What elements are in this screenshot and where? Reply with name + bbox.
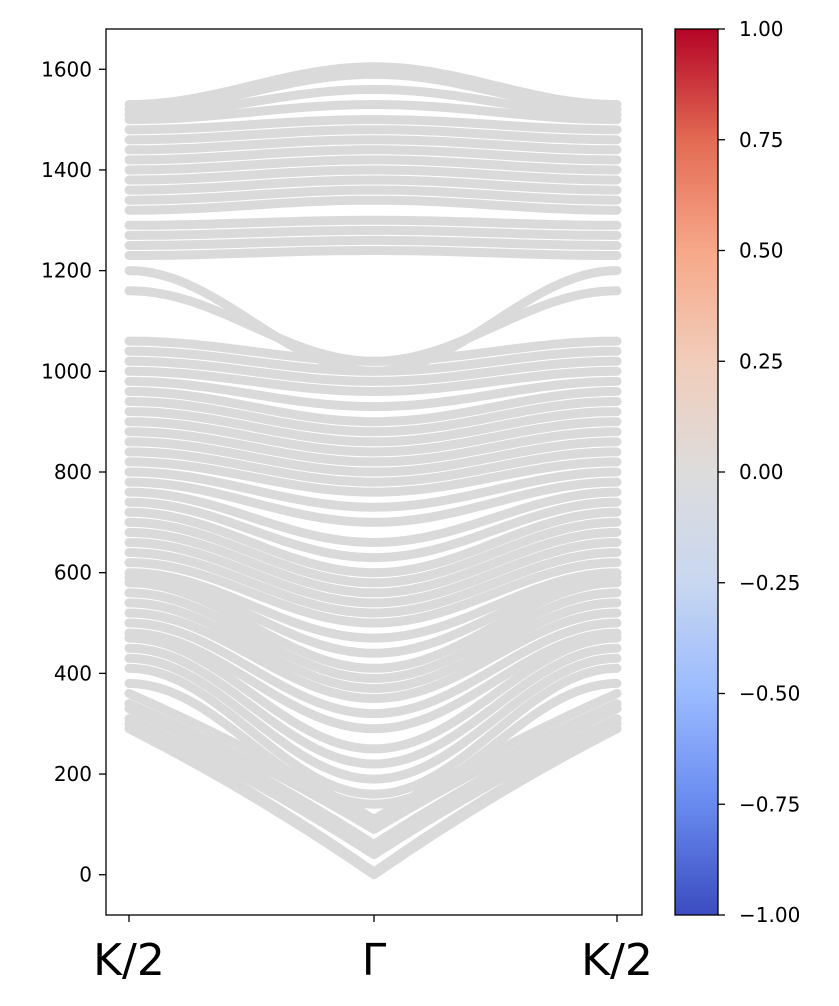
band-line (124, 538, 622, 608)
x-tick-label: K/2 (581, 935, 653, 986)
band-line (124, 598, 622, 693)
band-line (124, 517, 622, 588)
band-line (124, 643, 622, 769)
y-tick-label: 400 (54, 661, 92, 685)
band-line (124, 653, 622, 784)
band-line (124, 235, 622, 250)
colorbar-tick-label: −1.00 (739, 903, 800, 927)
band-line (124, 608, 622, 703)
colorbar-tick-label: 0.25 (739, 349, 784, 373)
band-line (124, 477, 622, 527)
y-tick-label: 0 (79, 863, 92, 887)
band-line (124, 387, 622, 427)
y-tick-label: 1600 (41, 57, 92, 81)
band-line (124, 165, 622, 185)
band-line (124, 115, 622, 135)
band-line (124, 719, 622, 877)
colorbar-tick-label: 0.75 (739, 128, 784, 152)
band-line (124, 266, 622, 376)
band-line (124, 376, 622, 412)
band-line (124, 356, 622, 386)
band-line (124, 699, 622, 834)
band-line (124, 84, 622, 120)
band-line (124, 497, 622, 563)
band-line (124, 125, 622, 145)
band-line (124, 678, 622, 809)
band-line (124, 618, 622, 719)
band-line (124, 366, 622, 396)
band-line (124, 527, 622, 598)
band-line (124, 62, 622, 109)
band-line (124, 286, 622, 366)
x-tick-label: K/2 (93, 935, 165, 986)
band-line (124, 507, 622, 578)
band-line (124, 215, 622, 230)
band-line (124, 155, 622, 175)
band-line (124, 225, 622, 240)
colorbar-axis: 1.00 0.75 0.50 0.25 0.00 −0.25 −0.50 −0.75 −1.00 (718, 17, 800, 927)
band-line (124, 704, 622, 849)
y-tick-label: 1000 (41, 359, 92, 383)
colorbar-tick-label: −0.50 (739, 682, 800, 706)
colorbar-tick-label: 1.00 (739, 17, 784, 41)
band-line (124, 185, 622, 205)
x-tick-label: Γ (362, 935, 387, 986)
band-line (124, 246, 622, 260)
y-tick-label: 200 (54, 762, 92, 786)
band-line (124, 135, 622, 155)
band-line (124, 588, 622, 683)
band-line (124, 447, 622, 487)
band-line (124, 689, 622, 824)
band-line (124, 714, 622, 860)
y-tick-label: 800 (54, 460, 92, 484)
band-line (124, 100, 622, 125)
colorbar-tick-label: −0.25 (739, 571, 800, 595)
plot-area: 0 200 400 600 800 1000 1200 1400 1600 K/2 Γ K/2 (41, 28, 653, 986)
band-line (124, 573, 622, 658)
band-line (124, 578, 622, 673)
band-line (124, 633, 622, 754)
y-tick-label: 1400 (41, 158, 92, 182)
colorbar-gradient (675, 29, 718, 915)
band-line (124, 548, 622, 618)
band-line (124, 437, 622, 477)
band-line (124, 568, 622, 643)
band-line (124, 175, 622, 195)
band-line (124, 195, 622, 215)
band-line (124, 457, 622, 497)
x-axis: K/2 Γ K/2 (93, 915, 653, 986)
band-line (124, 69, 622, 114)
colorbar-tick-label: 0.50 (739, 239, 784, 263)
band-line (124, 407, 622, 447)
colorbar: 1.00 0.75 0.50 0.25 0.00 −0.25 −0.50 −0.75 −1.00 (674, 17, 800, 927)
band-line (124, 663, 622, 799)
band-line (124, 487, 622, 547)
y-tick-label: 600 (54, 561, 92, 585)
colorbar-tick-label: 0.00 (739, 460, 784, 484)
band-line (124, 145, 622, 165)
y-tick-label: 1200 (41, 259, 92, 283)
band-line (124, 397, 622, 437)
band-lines (124, 62, 622, 880)
band-line (124, 467, 622, 512)
band-line (124, 558, 622, 628)
colorbar-tick-label: −0.75 (739, 792, 800, 816)
band-line (124, 628, 622, 734)
band-line (124, 427, 622, 467)
band-line (124, 417, 622, 457)
y-axis: 0 200 400 600 800 1000 1200 1400 1600 (41, 57, 106, 887)
